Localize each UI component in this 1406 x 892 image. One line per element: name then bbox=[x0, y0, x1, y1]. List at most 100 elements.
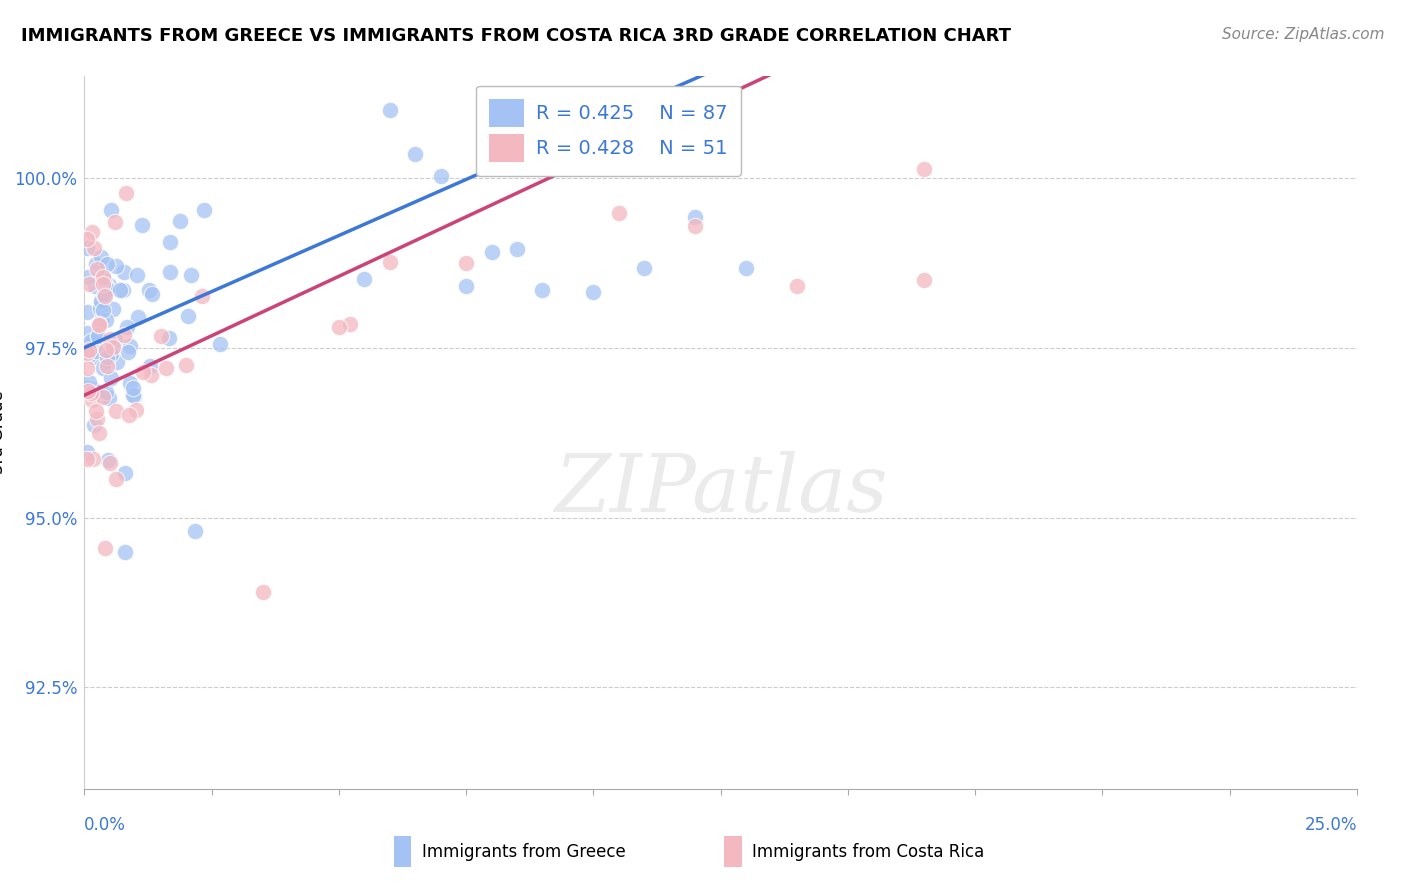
Point bbox=[111, 283, 134, 297]
Point bbox=[76, 269, 98, 284]
Point bbox=[76, 381, 98, 395]
Point bbox=[125, 268, 148, 282]
Point bbox=[80, 334, 103, 348]
Point bbox=[76, 360, 98, 375]
Point bbox=[112, 265, 135, 279]
Text: IMMIGRANTS FROM GREECE VS IMMIGRANTS FROM COSTA RICA 3RD GRADE CORRELATION CHART: IMMIGRANTS FROM GREECE VS IMMIGRANTS FRO… bbox=[21, 27, 1011, 45]
Point bbox=[100, 370, 122, 384]
Point bbox=[94, 278, 117, 293]
Point bbox=[82, 340, 104, 354]
Point bbox=[104, 215, 127, 229]
Point bbox=[98, 456, 121, 470]
Point bbox=[77, 343, 100, 357]
Point bbox=[76, 445, 98, 459]
Point bbox=[150, 329, 173, 343]
Point bbox=[76, 241, 98, 255]
Point bbox=[131, 365, 153, 379]
Point bbox=[86, 412, 108, 426]
Point bbox=[76, 451, 98, 466]
Point bbox=[94, 343, 117, 358]
Point bbox=[353, 271, 375, 285]
Point bbox=[184, 524, 207, 538]
Point bbox=[90, 295, 112, 310]
Point bbox=[104, 472, 127, 486]
Point bbox=[121, 387, 143, 401]
Point bbox=[103, 340, 125, 354]
Point bbox=[159, 265, 181, 279]
Point bbox=[582, 285, 605, 300]
Point bbox=[104, 404, 127, 418]
Point bbox=[339, 317, 361, 331]
Point bbox=[105, 355, 128, 369]
Point bbox=[80, 225, 103, 239]
Point bbox=[96, 282, 118, 296]
Point bbox=[127, 310, 149, 324]
Point bbox=[141, 287, 163, 301]
Point bbox=[96, 257, 118, 271]
Point bbox=[76, 326, 98, 341]
Point bbox=[93, 287, 115, 301]
Point bbox=[91, 277, 114, 291]
Point bbox=[98, 391, 121, 405]
Point bbox=[155, 360, 177, 375]
Point bbox=[89, 425, 111, 440]
Point bbox=[76, 345, 98, 359]
Point bbox=[96, 353, 118, 368]
Point bbox=[100, 203, 122, 218]
Point bbox=[633, 260, 655, 275]
Point bbox=[122, 388, 145, 402]
Point bbox=[180, 268, 202, 283]
Point bbox=[79, 386, 101, 401]
Point bbox=[114, 466, 136, 480]
Point bbox=[98, 278, 121, 293]
Point bbox=[90, 312, 112, 326]
Point bbox=[191, 289, 214, 303]
Point bbox=[83, 242, 105, 256]
Point bbox=[193, 203, 215, 218]
Point bbox=[94, 390, 117, 404]
Point bbox=[118, 408, 141, 422]
Point bbox=[76, 232, 98, 246]
Text: 0.0%: 0.0% bbox=[84, 816, 127, 834]
Point bbox=[96, 359, 118, 373]
Point bbox=[94, 385, 117, 400]
Legend: R = 0.425    N = 87, R = 0.428    N = 51: R = 0.425 N = 87, R = 0.428 N = 51 bbox=[475, 86, 741, 176]
Text: 25.0%: 25.0% bbox=[1305, 816, 1357, 834]
Point bbox=[76, 305, 98, 319]
Point bbox=[607, 205, 630, 219]
Point bbox=[101, 343, 124, 358]
Point bbox=[91, 391, 114, 405]
Text: Immigrants from Costa Rica: Immigrants from Costa Rica bbox=[752, 843, 984, 861]
Point bbox=[115, 320, 138, 334]
Point bbox=[96, 351, 118, 365]
Point bbox=[100, 332, 122, 346]
Point bbox=[125, 403, 148, 417]
Point bbox=[87, 385, 110, 400]
Point bbox=[169, 214, 191, 228]
Point bbox=[86, 328, 108, 343]
Point bbox=[108, 284, 131, 298]
Text: Source: ZipAtlas.com: Source: ZipAtlas.com bbox=[1222, 27, 1385, 42]
Point bbox=[531, 283, 554, 297]
Point bbox=[91, 360, 114, 375]
Point bbox=[786, 279, 808, 293]
Point bbox=[209, 337, 232, 351]
Point bbox=[378, 255, 401, 269]
Point bbox=[429, 169, 451, 183]
Point bbox=[378, 103, 401, 117]
Point bbox=[79, 375, 101, 389]
Point bbox=[912, 162, 935, 177]
Point bbox=[139, 359, 162, 373]
Point bbox=[83, 350, 105, 364]
Point bbox=[506, 242, 529, 256]
Point bbox=[93, 289, 115, 303]
Point bbox=[84, 344, 107, 359]
Point bbox=[86, 262, 108, 277]
Text: ZIPatlas: ZIPatlas bbox=[554, 451, 887, 528]
Point bbox=[89, 317, 111, 331]
Point bbox=[456, 256, 478, 270]
Point bbox=[82, 382, 104, 396]
Point bbox=[96, 313, 118, 327]
Point bbox=[118, 339, 141, 353]
Point bbox=[114, 544, 136, 558]
